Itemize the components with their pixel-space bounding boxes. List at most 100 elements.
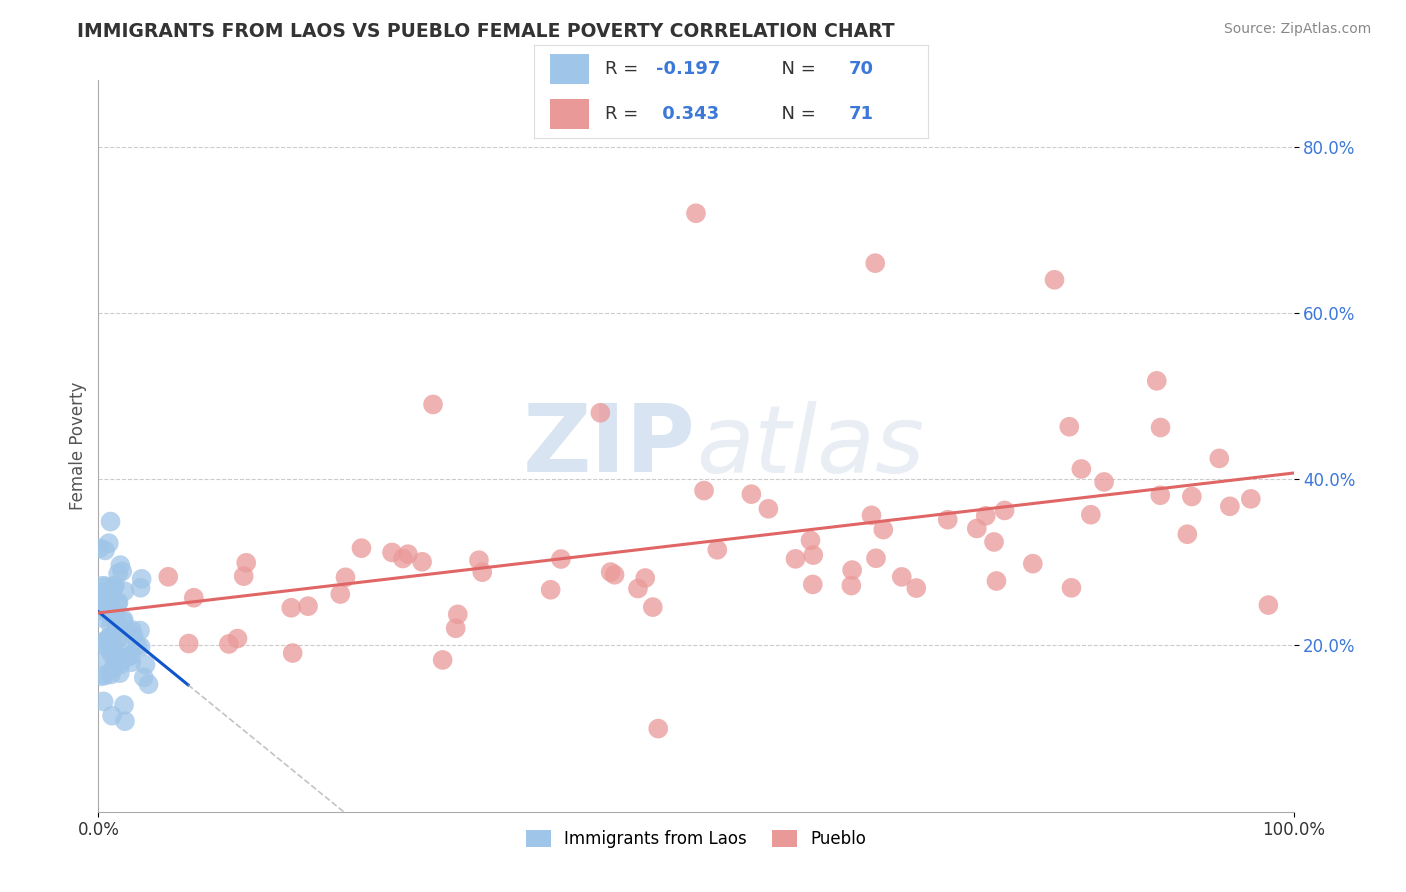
Point bbox=[105, 619, 128, 633]
Point bbox=[100, 640, 122, 654]
Point bbox=[865, 551, 887, 566]
Point bbox=[112, 615, 135, 629]
Point bbox=[1208, 451, 1230, 466]
Point bbox=[232, 569, 254, 583]
Text: N =: N = bbox=[770, 105, 823, 123]
Point bbox=[108, 657, 131, 672]
Point bbox=[94, 579, 117, 593]
Point bbox=[599, 565, 621, 579]
Point bbox=[114, 714, 136, 729]
Point bbox=[986, 574, 1008, 588]
Point bbox=[1149, 488, 1171, 502]
Point bbox=[90, 585, 112, 599]
Point bbox=[108, 622, 131, 636]
Point bbox=[98, 595, 121, 609]
Point bbox=[103, 607, 125, 622]
Point bbox=[994, 503, 1017, 517]
Point bbox=[740, 487, 762, 501]
Point bbox=[105, 633, 128, 648]
Text: R =: R = bbox=[605, 60, 644, 78]
Point bbox=[122, 629, 145, 643]
Point bbox=[936, 513, 959, 527]
Point bbox=[422, 397, 444, 411]
Point bbox=[281, 646, 304, 660]
Point bbox=[98, 630, 121, 644]
Point bbox=[101, 583, 124, 598]
Point bbox=[693, 483, 716, 498]
Point bbox=[94, 587, 117, 601]
Point bbox=[801, 577, 824, 591]
Point bbox=[1181, 490, 1204, 504]
Point bbox=[1219, 500, 1241, 514]
Point bbox=[603, 567, 626, 582]
Point bbox=[381, 545, 404, 559]
Point bbox=[108, 666, 131, 681]
Point bbox=[411, 555, 433, 569]
Point bbox=[589, 406, 612, 420]
Point bbox=[801, 548, 824, 562]
Point bbox=[550, 552, 572, 566]
Point bbox=[90, 669, 112, 683]
Point bbox=[396, 547, 419, 561]
Point bbox=[107, 595, 129, 609]
Point bbox=[138, 677, 160, 691]
Point bbox=[89, 602, 111, 616]
Point bbox=[90, 635, 112, 649]
Point bbox=[758, 501, 780, 516]
Point bbox=[1043, 273, 1066, 287]
Point bbox=[89, 590, 111, 604]
Point bbox=[177, 636, 200, 650]
Point bbox=[103, 581, 125, 595]
Point bbox=[1257, 598, 1279, 612]
Point bbox=[105, 608, 128, 623]
Point bbox=[647, 722, 669, 736]
Point bbox=[111, 564, 134, 578]
Point bbox=[1092, 475, 1115, 489]
Point bbox=[444, 621, 467, 635]
Point bbox=[107, 596, 129, 610]
Point bbox=[107, 566, 129, 581]
Point bbox=[121, 623, 143, 637]
Point bbox=[1022, 557, 1045, 571]
Point bbox=[127, 639, 149, 653]
Point bbox=[983, 535, 1005, 549]
Point bbox=[297, 599, 319, 614]
Point bbox=[131, 572, 153, 586]
Point bbox=[280, 600, 302, 615]
Text: IMMIGRANTS FROM LAOS VS PUEBLO FEMALE POVERTY CORRELATION CHART: IMMIGRANTS FROM LAOS VS PUEBLO FEMALE PO… bbox=[77, 22, 896, 41]
Point bbox=[96, 605, 118, 619]
Point bbox=[110, 558, 132, 573]
Point bbox=[966, 521, 988, 535]
Point bbox=[1240, 491, 1263, 506]
Point bbox=[100, 640, 122, 654]
Point bbox=[132, 670, 155, 684]
Point bbox=[103, 625, 125, 640]
Point bbox=[100, 667, 122, 681]
Point bbox=[641, 600, 664, 615]
Point bbox=[96, 584, 118, 599]
Bar bbox=[550, 99, 589, 129]
Point bbox=[129, 640, 152, 654]
Point bbox=[112, 646, 135, 660]
Point bbox=[120, 648, 142, 662]
Point bbox=[111, 629, 134, 643]
Text: 0.343: 0.343 bbox=[657, 105, 720, 123]
Point bbox=[97, 632, 120, 646]
Point bbox=[1059, 419, 1081, 434]
Point bbox=[839, 578, 862, 592]
Point bbox=[96, 640, 118, 654]
Point bbox=[974, 508, 997, 523]
Point bbox=[104, 578, 127, 592]
Point bbox=[101, 629, 124, 643]
Point bbox=[872, 523, 894, 537]
Text: N =: N = bbox=[770, 60, 823, 78]
Point bbox=[117, 649, 139, 664]
Text: -0.197: -0.197 bbox=[657, 60, 721, 78]
Point bbox=[634, 571, 657, 585]
Point bbox=[335, 570, 357, 584]
Point bbox=[235, 556, 257, 570]
Point bbox=[1149, 420, 1171, 434]
Point bbox=[157, 570, 180, 584]
Text: ZIP: ZIP bbox=[523, 400, 696, 492]
Point bbox=[103, 581, 125, 595]
